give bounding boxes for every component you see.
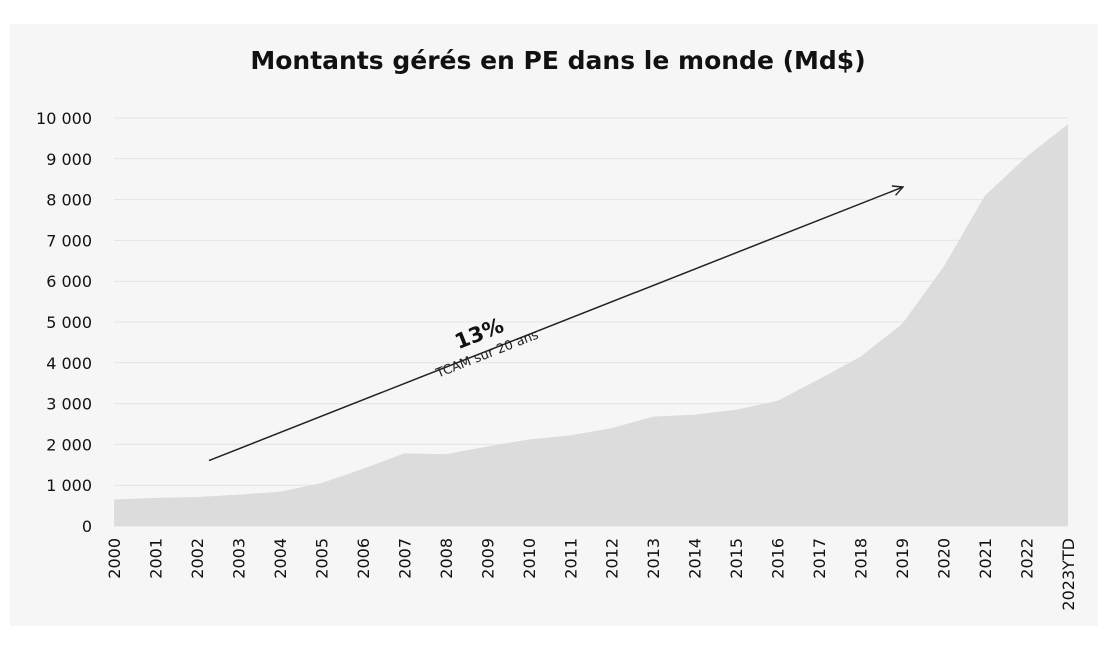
- x-axis-ticks: 2000 2001 2002 2003 2004 2005 2006 2007 2008 2009…: [105, 538, 1078, 611]
- y-tick-label: 0: [82, 517, 92, 536]
- x-tick-label: 2003: [229, 538, 248, 579]
- x-tick-label: 2018: [852, 538, 871, 579]
- x-tick-label: 2013: [644, 538, 663, 579]
- chart-title: Montants gérés en PE dans le monde (Md$): [250, 46, 865, 75]
- y-tick-label: 6 000: [46, 272, 92, 291]
- x-tick-label: 2002: [188, 538, 207, 579]
- y-tick-label: 4 000: [46, 354, 92, 373]
- cagr-annotation: 13% TCAM sur 20 ans: [433, 313, 541, 382]
- x-tick-label: 2022: [1018, 538, 1037, 579]
- x-tick-label: 2021: [976, 538, 995, 579]
- growth-arrow: [208, 187, 902, 462]
- x-tick-label: 2010: [520, 538, 539, 579]
- y-tick-label: 5 000: [46, 313, 92, 332]
- x-tick-label: 2017: [810, 538, 829, 579]
- x-tick-label: 2020: [935, 538, 954, 579]
- chart-svg: Montants gérés en PE dans le monde (Md$)…: [36, 46, 1078, 611]
- y-tick-label: 1 000: [46, 476, 92, 495]
- x-tick-label: 2016: [769, 538, 788, 579]
- x-tick-label: 2019: [893, 538, 912, 579]
- area-series: [114, 124, 1068, 527]
- x-tick-label: 2000: [105, 538, 124, 579]
- x-tick-label: 2011: [561, 538, 580, 579]
- y-tick-label: 8 000: [46, 191, 92, 210]
- x-tick-label: 2001: [146, 538, 165, 579]
- y-tick-label: 9 000: [46, 150, 92, 169]
- y-axis-ticks: 0 1 000 2 000 3 000 4 000 5 000 6 000 7 000 8 00…: [36, 109, 92, 536]
- y-tick-label: 2 000: [46, 435, 92, 454]
- x-tick-label: 2009: [478, 538, 497, 579]
- x-tick-label: 2023YTD: [1059, 538, 1078, 611]
- y-tick-label: 10 000: [36, 109, 92, 128]
- x-tick-label: 2007: [395, 538, 414, 579]
- x-tick-label: 2008: [437, 538, 456, 579]
- y-tick-label: 7 000: [46, 231, 92, 250]
- chart-card: Montants gérés en PE dans le monde (Md$)…: [10, 24, 1098, 626]
- gridlines: [114, 117, 1068, 527]
- x-tick-label: 2012: [603, 538, 622, 579]
- x-tick-label: 2004: [271, 538, 290, 579]
- x-tick-label: 2014: [686, 538, 705, 579]
- x-tick-label: 2006: [354, 538, 373, 579]
- x-tick-label: 2015: [727, 538, 746, 579]
- y-tick-label: 3 000: [46, 395, 92, 414]
- x-tick-label: 2005: [312, 538, 331, 579]
